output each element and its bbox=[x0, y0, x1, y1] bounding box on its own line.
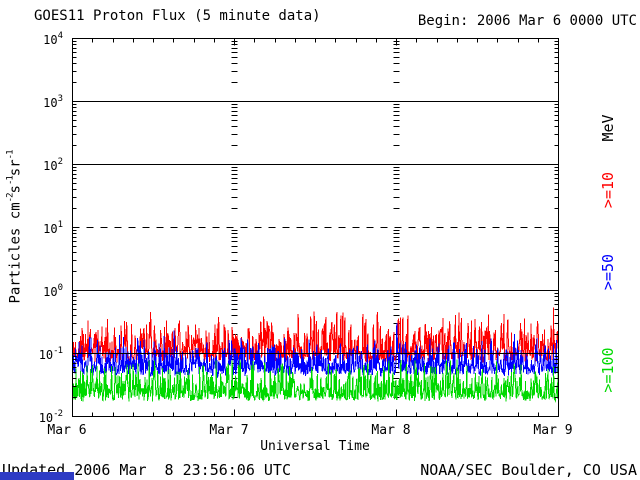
plot-border bbox=[72, 38, 559, 417]
y-tick-label: 102 bbox=[43, 157, 63, 173]
right-axis-label-mev: MeV bbox=[599, 114, 617, 142]
y-tick-label: 101 bbox=[43, 220, 63, 236]
x-axis-title: Universal Time bbox=[260, 439, 370, 454]
chart-title: GOES11 Proton Flux (5 minute data) bbox=[34, 8, 321, 24]
y-tick-label: 10-2 bbox=[38, 409, 63, 425]
right-axis-label-100: >=100 bbox=[599, 347, 617, 393]
flux-trace-gege50 bbox=[72, 322, 559, 379]
flux-trace-gege100 bbox=[72, 359, 559, 403]
right-axis-label-10: >=10 bbox=[599, 171, 617, 209]
y-axis-title: Particles cm-2s-1sr-1 bbox=[5, 150, 24, 304]
y-tick-label: 100 bbox=[43, 283, 63, 299]
partial-render-artifact bbox=[0, 472, 74, 480]
x-tick-label: Mar 7 bbox=[209, 423, 249, 438]
plot-area bbox=[72, 38, 559, 417]
y-tick-label: 10-1 bbox=[38, 346, 63, 362]
credit-label: NOAA/SEC Boulder, CO USA bbox=[420, 461, 637, 479]
x-tick-label: Mar 9 bbox=[533, 423, 573, 438]
begin-timestamp-label: Begin: 2006 Mar 6 0000 UTC bbox=[417, 13, 637, 29]
x-tick-label: Mar 6 bbox=[47, 423, 87, 438]
x-tick-label: Mar 8 bbox=[371, 423, 411, 438]
right-axis-label-50: >=50 bbox=[599, 253, 617, 291]
y-tick-label: 104 bbox=[43, 31, 63, 47]
y-tick-label: 103 bbox=[43, 94, 63, 110]
